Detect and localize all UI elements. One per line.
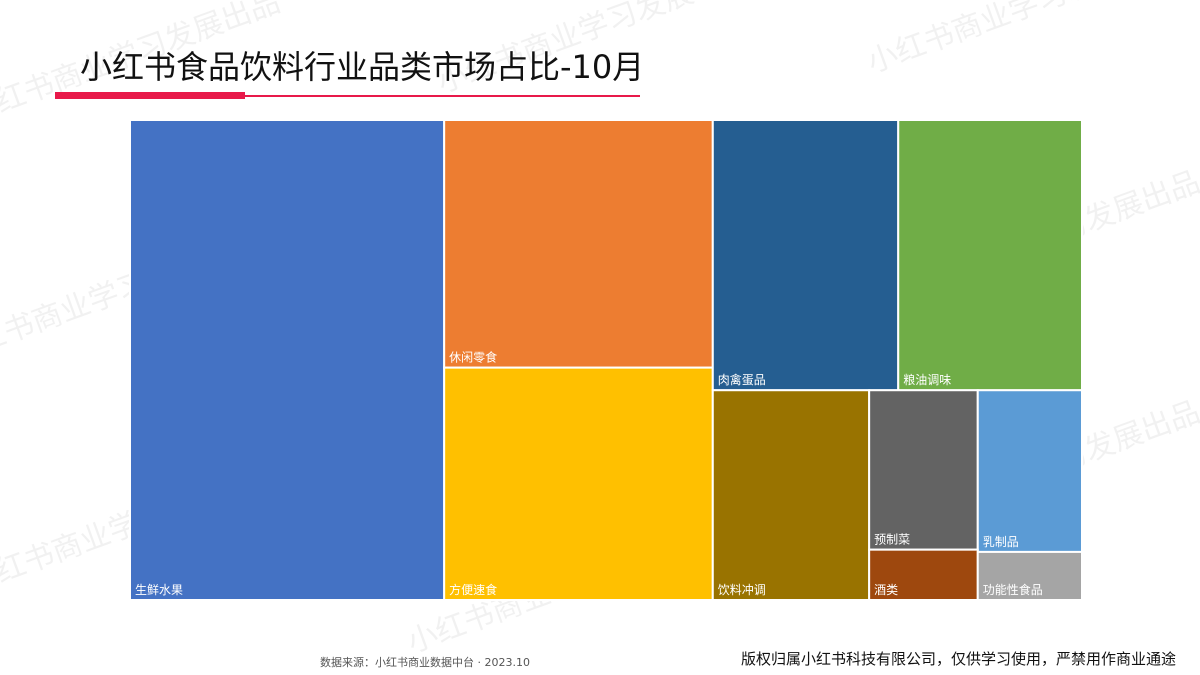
treemap-tile-label: 休闲零食: [449, 350, 497, 365]
title-underline: [55, 95, 640, 97]
page-title: 小红书食品饮料行业品类市场占比-10月: [80, 48, 645, 86]
copyright-notice: 版权归属小红书科技有限公司，仅供学习使用，严禁用作商业通途: [740, 650, 1176, 668]
data-source: 数据来源：小红书商业数据中台 · 2023.10: [320, 656, 530, 669]
treemap-tile: [976, 550, 1084, 602]
treemap-tile-label: 肉禽蛋品: [718, 372, 766, 387]
treemap-tile-label: 生鲜水果: [135, 583, 183, 597]
treemap-tile-label: 粮油调味: [903, 372, 951, 387]
treemap-tile: [976, 389, 1084, 553]
treemap-tile: [711, 389, 871, 601]
treemap-tile: [897, 119, 1083, 392]
treemap-tile-label: 乳制品: [983, 535, 1019, 549]
treemap-tile: [129, 119, 446, 601]
treemap-tile-label: 方便速食: [449, 582, 497, 597]
treemap-tile: [443, 119, 714, 369]
treemap-tile: [711, 119, 900, 392]
treemap-tile: [868, 389, 979, 551]
treemap-tile-label: 预制菜: [874, 533, 910, 547]
treemap-tile-label: 酒类: [874, 583, 898, 597]
title-underline-accent: [55, 92, 245, 99]
treemap-tile: [868, 548, 979, 601]
treemap-tile-label: 功能性食品: [983, 582, 1043, 597]
treemap-tile: [443, 366, 714, 601]
treemap-tile-label: 饮料冲调: [718, 582, 766, 597]
